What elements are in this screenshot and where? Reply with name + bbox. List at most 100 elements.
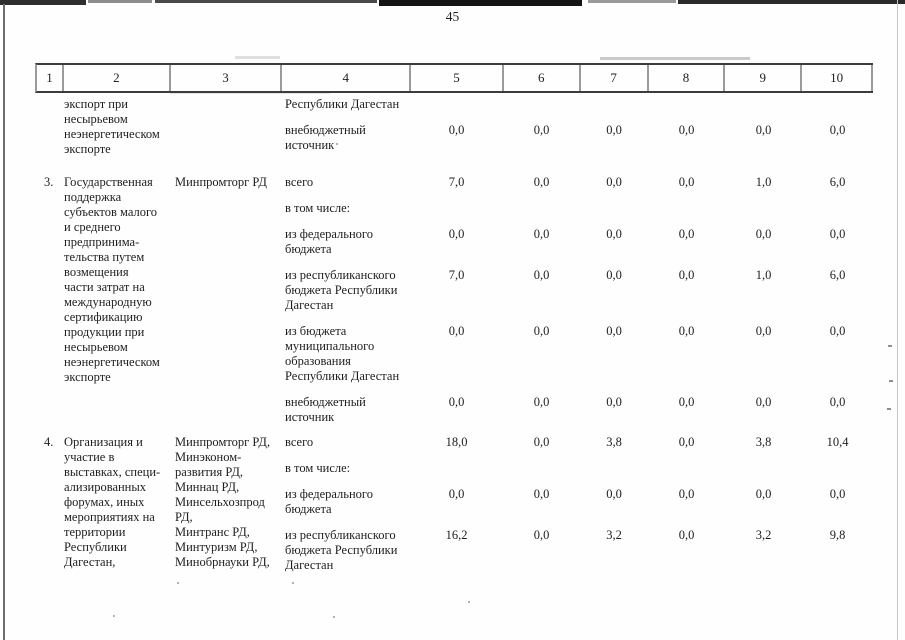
value-cell: 0,0: [755, 324, 772, 338]
budget-line-label: внебюджетный источник: [285, 395, 366, 424]
budget-line-label: всего: [285, 435, 314, 449]
value-cell: 7,0: [448, 175, 465, 189]
column-header: 2: [64, 65, 171, 91]
value-cell: 0,0: [678, 395, 695, 409]
column-header: 8: [649, 65, 726, 91]
value-cell: 6,0: [829, 175, 846, 189]
budget-line-label: из федерального бюджета: [285, 227, 373, 256]
scan-artifact: [177, 582, 179, 584]
value-cell: 0,0: [755, 395, 772, 409]
scan-artifact: [292, 582, 294, 584]
table-row: 3. Государственная поддержка субъектов м…: [35, 175, 873, 425]
value-cell: 18,0: [445, 435, 468, 449]
row-number: 4.: [44, 435, 54, 449]
value-cell: 0,0: [533, 227, 550, 241]
budget-line: из бюджета муниципального образования Ре…: [281, 324, 873, 384]
value-cell: 0,0: [755, 123, 772, 137]
value-cell: 0,0: [678, 528, 695, 542]
budget-line: внебюджетный источник 0,0 0,0 0,0 0,0 0,…: [281, 395, 873, 425]
scan-artifact: [235, 56, 280, 59]
value-cell: 1,0: [755, 175, 772, 189]
scan-artifact: [588, 0, 676, 3]
activity-cell: экспорт при несырьевом неэнергетическом …: [64, 97, 160, 156]
column-header: 10: [802, 65, 873, 91]
activity-cell: Государственная поддержка субъектов мало…: [64, 175, 160, 384]
value-cell: 9,8: [829, 528, 846, 542]
value-cell: 0,0: [829, 123, 846, 137]
budget-line: из федерального бюджета 0,0 0,0 0,0 0,0 …: [281, 487, 873, 517]
value-cell: 7,0: [448, 268, 465, 282]
budget-line-label: из республиканского бюджета Республики Д…: [285, 268, 398, 312]
page-number: 45: [445, 9, 460, 24]
table-row: экспорт при несырьевом неэнергетическом …: [35, 97, 873, 157]
value-cell: 6,0: [829, 268, 846, 282]
table-header-row: 1 2 3 4 5 6 7 8 9 10: [35, 63, 873, 93]
budget-line-label: в том числе:: [285, 461, 351, 475]
column-header: 3: [171, 65, 283, 91]
budget-line-label: из республиканского бюджета Республики Д…: [285, 528, 398, 572]
scan-artifact: [889, 380, 893, 382]
value-cell: 0,0: [678, 435, 695, 449]
activity-cell: Организация и участие в выставках, специ…: [64, 435, 161, 569]
column-header: 6: [504, 65, 581, 91]
value-cell: 0,0: [678, 123, 695, 137]
budget-line: в том числе:: [281, 201, 873, 216]
value-cell: 0,0: [606, 395, 622, 409]
table-body: экспорт при несырьевом неэнергетическом …: [35, 97, 873, 573]
column-header: 9: [725, 65, 803, 91]
budget-line: из республиканского бюджета Республики Д…: [281, 268, 873, 313]
value-cell: 0,0: [606, 227, 622, 241]
budget-line: из республиканского бюджета Республики Д…: [281, 528, 873, 573]
scan-artifact: [600, 57, 750, 60]
value-cell: 0,0: [533, 395, 550, 409]
scan-artifact: [336, 143, 338, 145]
scan-artifact: [888, 345, 892, 347]
value-cell: 0,0: [606, 487, 622, 501]
value-cell: 3,8: [755, 435, 772, 449]
page-edge-line: [3, 4, 5, 640]
value-cell: 0,0: [829, 487, 846, 501]
value-cell: 0,0: [606, 268, 622, 282]
scan-artifact: [170, 92, 330, 94]
scan-artifact: [113, 615, 115, 617]
value-cell: 0,0: [448, 227, 465, 241]
budget-lines: всего 18,0 0,0 3,8 0,0 3,8 10,4 в том чи…: [281, 435, 873, 573]
executor-cell: Минпромторг РД: [175, 175, 267, 189]
budget-line-label: всего: [285, 175, 314, 189]
row-number: 3.: [44, 175, 54, 189]
value-cell: 0,0: [533, 528, 550, 542]
value-cell: 0,0: [755, 227, 772, 241]
budget-line: Республики Дагестан: [281, 97, 873, 112]
value-cell: 0,0: [678, 487, 695, 501]
budget-line-label: внебюджетный источник: [285, 123, 366, 152]
page-edge-line: [897, 0, 898, 640]
column-header: 1: [37, 65, 64, 91]
value-cell: 0,0: [448, 324, 465, 338]
value-cell: 0,0: [448, 395, 465, 409]
value-cell: 0,0: [606, 324, 622, 338]
budget-lines: всего 7,0 0,0 0,0 0,0 1,0 6,0 в том числ…: [281, 175, 873, 425]
budget-line: внебюджетный источник 0,0 0,0 0,0 0,0 0,…: [281, 123, 873, 153]
scan-artifact: [379, 0, 582, 6]
value-cell: 0,0: [678, 268, 695, 282]
value-cell: 0,0: [829, 395, 846, 409]
column-header: 4: [282, 65, 412, 91]
scan-artifact: [88, 0, 152, 3]
value-cell: 0,0: [533, 435, 550, 449]
value-cell: 0,0: [678, 227, 695, 241]
value-cell: 0,0: [606, 175, 622, 189]
budget-line-label: из федерального бюджета: [285, 487, 373, 516]
column-header: 5: [411, 65, 504, 91]
value-cell: 10,4: [826, 435, 849, 449]
scan-artifact: [0, 0, 86, 5]
budget-lines: Республики Дагестан внебюджетный источни…: [281, 97, 873, 153]
value-cell: 0,0: [755, 487, 772, 501]
budget-line-label: из бюджета муниципального образования Ре…: [285, 324, 400, 383]
scan-artifact: [468, 601, 470, 603]
value-cell: 0,0: [448, 123, 465, 137]
budget-line: всего 18,0 0,0 3,8 0,0 3,8 10,4: [281, 435, 873, 450]
value-cell: 3,8: [606, 435, 622, 449]
value-cell: 0,0: [829, 227, 846, 241]
scan-artifact: [678, 0, 905, 4]
